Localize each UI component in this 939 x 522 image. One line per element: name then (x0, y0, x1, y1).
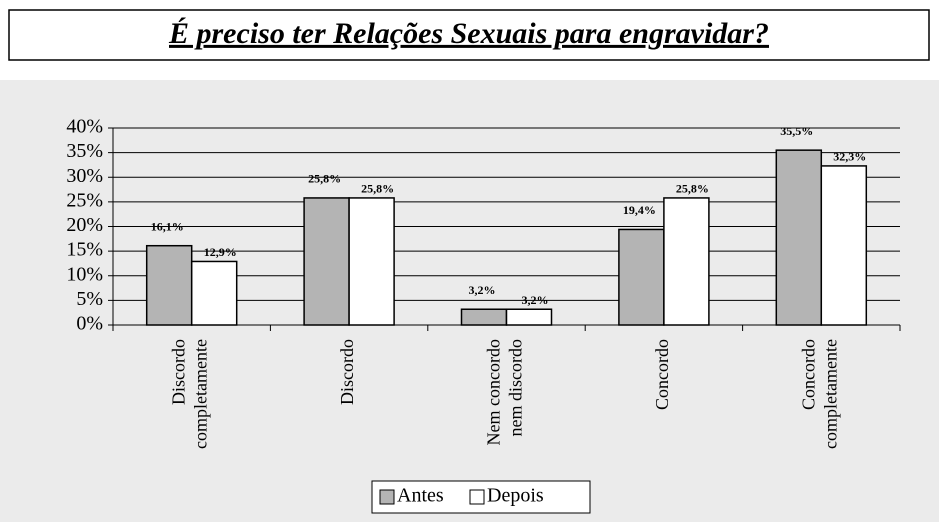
x-tick-label: Discordo (337, 339, 357, 405)
x-tick-label-line: Concordo (798, 339, 818, 410)
x-tick-label-line: Nem concordo (484, 339, 504, 445)
legend-label: Antes (397, 485, 444, 507)
data-label: 35,5% (780, 124, 813, 138)
data-label: 16,1% (151, 219, 184, 233)
data-label: 12,9% (204, 245, 237, 259)
bar (505, 308, 553, 326)
data-label: 3,2% (522, 293, 549, 307)
y-tick-label: 15% (66, 239, 103, 261)
bar (618, 228, 665, 326)
x-tick-label-line: completamente (191, 339, 211, 453)
data-label: 25,8% (308, 172, 341, 186)
data-label: 32,3% (833, 150, 866, 164)
data-label: 25,8% (361, 182, 394, 196)
x-tick-label-line: Discordo (169, 339, 189, 405)
bar (820, 165, 868, 326)
y-tick-label: 25% (66, 189, 103, 211)
y-tick-label: 35% (66, 140, 103, 162)
x-tick-label: Concordo (652, 339, 672, 410)
y-tick-label: 10% (66, 263, 103, 285)
bar (303, 197, 350, 326)
legend-swatch (469, 489, 485, 505)
legend-swatch (379, 489, 395, 505)
bar (145, 244, 193, 326)
chart-title: É preciso ter Relações Sexuais para engr… (168, 17, 769, 50)
y-tick-label: 5% (76, 288, 103, 310)
x-tick-label-line: completamente (820, 339, 840, 453)
data-label: 19,4% (623, 203, 656, 217)
bar (460, 308, 508, 326)
bar (663, 197, 710, 326)
y-tick-label: 40% (66, 116, 103, 138)
title-box (8, 9, 930, 61)
data-label: 3,2% (469, 283, 496, 297)
x-tick-label: Discordo completamente (169, 339, 211, 453)
x-tick-label-line: nem discordo (506, 339, 526, 441)
x-tick-label: Nem concordo nem discordo (484, 339, 526, 445)
legend-label: Depois (487, 485, 544, 507)
y-tick-label: 30% (66, 165, 103, 187)
x-tick-label: Concordo completamente (798, 339, 840, 453)
bar (348, 197, 395, 326)
bar (190, 260, 238, 326)
data-label: 25,8% (676, 182, 709, 196)
y-tick-label: 20% (66, 214, 103, 236)
y-tick-label: 0% (76, 313, 103, 335)
bar (775, 149, 823, 326)
